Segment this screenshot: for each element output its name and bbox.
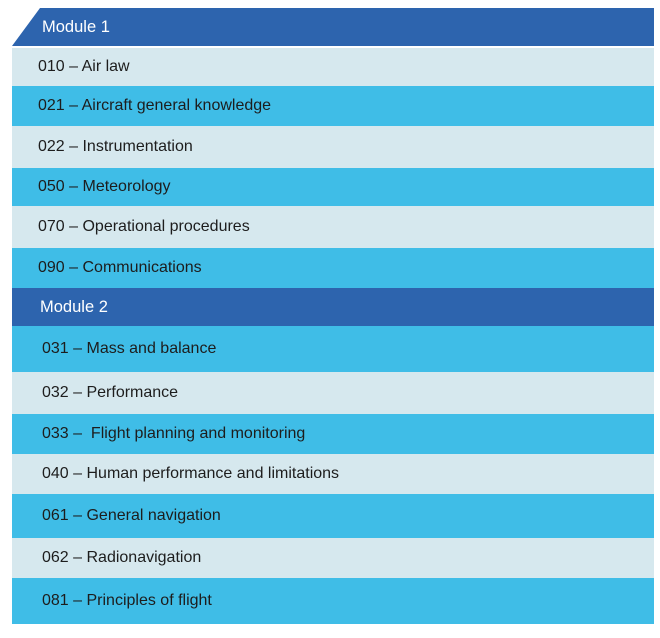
- module-1-title: Module 1: [42, 17, 110, 36]
- subject-label: 040 – Human performance and limitations: [42, 465, 340, 482]
- subject-row: 050 – Meteorology: [12, 168, 654, 206]
- subject-row: 033 – Flight planning and monitoring: [12, 414, 654, 454]
- subject-row: 032 – Performance: [12, 372, 654, 414]
- module-2-title: Module 2: [40, 297, 108, 316]
- subject-row: 061 – General navigation: [12, 494, 654, 538]
- subject-label: 070 – Operational procedures: [38, 218, 250, 235]
- subject-row: 040 – Human performance and limitations: [12, 454, 654, 494]
- subject-row: 070 – Operational procedures: [12, 206, 654, 248]
- subject-label: 032 – Performance: [42, 384, 179, 401]
- subject-label: 021 – Aircraft general knowledge: [38, 97, 272, 114]
- subject-row: 081 – Principles of flight: [12, 578, 654, 624]
- subject-row: 031 – Mass and balance: [12, 326, 654, 372]
- module-1-header: Module 1: [12, 8, 654, 46]
- subjects-table: Module 1 010 – Air law 021 – Aircraft ge…: [12, 8, 654, 624]
- subject-label: 081 – Principles of flight: [42, 592, 212, 609]
- subject-row: 022 – Instrumentation: [12, 126, 654, 168]
- module-2-header: Module 2: [12, 288, 654, 326]
- subject-label: 050 – Meteorology: [38, 178, 171, 195]
- subject-label: 061 – General navigation: [42, 507, 221, 524]
- subject-row: 010 – Air law: [12, 48, 654, 86]
- subject-row: 090 – Communications: [12, 248, 654, 288]
- subject-label: 062 – Radionavigation: [42, 549, 202, 566]
- subject-label: 031 – Mass and balance: [42, 340, 217, 357]
- subject-row: 062 – Radionavigation: [12, 538, 654, 578]
- subject-row: 021 – Aircraft general knowledge: [12, 86, 654, 126]
- subject-label: 010 – Air law: [38, 58, 130, 75]
- subject-label: 022 – Instrumentation: [38, 138, 193, 155]
- subject-label: 090 – Communications: [38, 259, 202, 276]
- subject-label: 033 – Flight planning and monitoring: [42, 425, 306, 442]
